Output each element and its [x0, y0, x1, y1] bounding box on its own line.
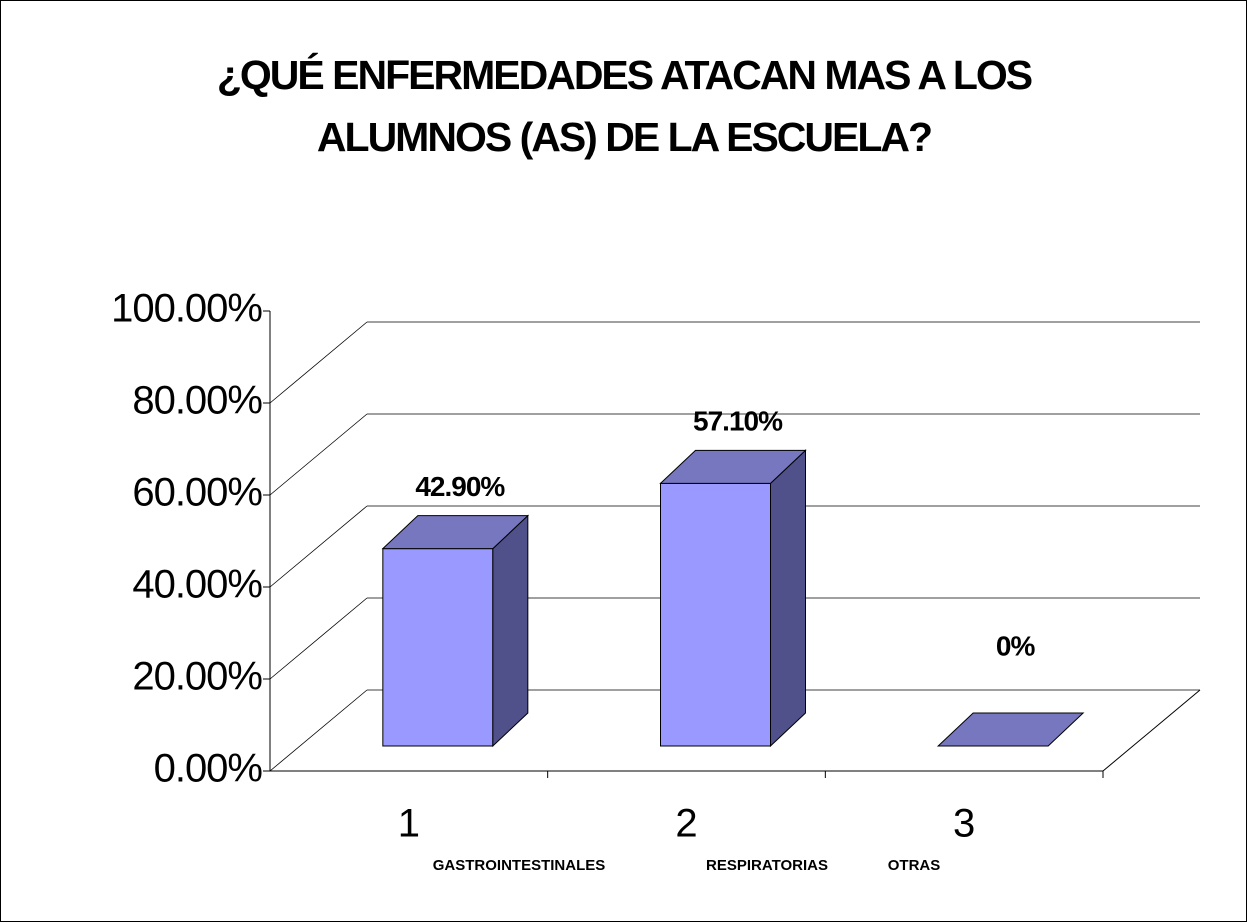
bar-top — [936, 712, 1085, 747]
category-description: GASTROINTESTINALES — [433, 857, 606, 874]
y-tick-label: 20.00% — [132, 655, 262, 699]
bar-side — [770, 449, 806, 748]
bar — [660, 482, 771, 747]
bar-side — [492, 514, 529, 748]
y-tick-label: 100.00% — [111, 287, 262, 331]
grid-line — [269, 321, 368, 404]
chart-title: ¿QUÉ ENFERMEDADES ATACAN MAS A LOS — [217, 52, 1032, 98]
y-tick-label: 0.00% — [154, 747, 263, 791]
grid-line — [269, 689, 368, 772]
chart-title: ALUMNOS (AS) DE LA ESCUELA? — [317, 114, 931, 160]
grid-line — [269, 505, 368, 588]
x-tick-label: 1 — [398, 802, 420, 846]
bar — [382, 548, 494, 747]
bar-top — [381, 515, 530, 550]
value-label: 42.90% — [415, 471, 505, 502]
bar-top — [659, 449, 807, 484]
x-tick-label: 3 — [953, 802, 975, 846]
category-description: RESPIRATORIAS — [706, 857, 828, 874]
x-tick-label: 2 — [675, 802, 697, 846]
value-label: 57.10% — [693, 406, 783, 437]
grid-line — [269, 413, 368, 496]
y-tick-label: 80.00% — [132, 379, 262, 423]
value-label: 0% — [996, 630, 1036, 661]
y-tick-label: 60.00% — [132, 471, 262, 515]
category-description: OTRAS — [888, 857, 941, 874]
grid-line — [269, 597, 368, 680]
y-tick-label: 40.00% — [132, 563, 262, 607]
floor-edge — [1102, 689, 1201, 772]
